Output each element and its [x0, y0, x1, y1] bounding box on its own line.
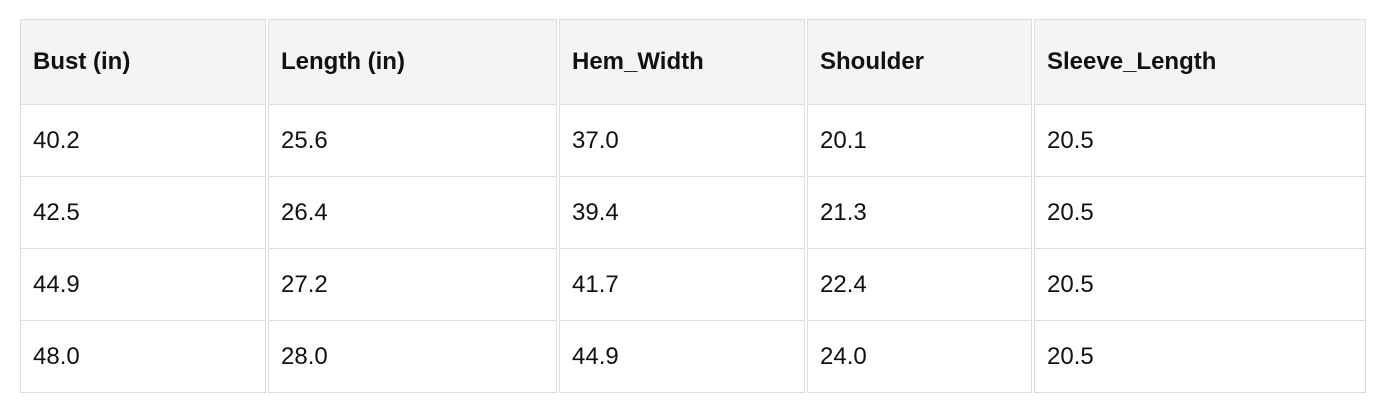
header-row: Bust (in) Length (in) Hem_Width Shoulder…: [20, 19, 1366, 105]
table-cell: 42.5: [20, 177, 266, 249]
table-cell: 20.5: [1034, 105, 1366, 177]
table-cell: 41.7: [559, 249, 805, 321]
header-length: Length (in): [268, 19, 557, 105]
table-row: 48.0 28.0 44.9 24.0 20.5: [20, 321, 1366, 393]
table-cell: 20.5: [1034, 249, 1366, 321]
table-cell: 22.4: [807, 249, 1032, 321]
table-cell: 44.9: [559, 321, 805, 393]
header-bust: Bust (in): [20, 19, 266, 105]
header-shoulder: Shoulder: [807, 19, 1032, 105]
table-cell: 28.0: [268, 321, 557, 393]
table-cell: 20.5: [1034, 177, 1366, 249]
table-cell: 39.4: [559, 177, 805, 249]
table-cell: 20.1: [807, 105, 1032, 177]
table-row: 40.2 25.6 37.0 20.1 20.5: [20, 105, 1366, 177]
table-cell: 21.3: [807, 177, 1032, 249]
header-hem-width: Hem_Width: [559, 19, 805, 105]
table-cell: 37.0: [559, 105, 805, 177]
table-cell: 44.9: [20, 249, 266, 321]
table-cell: 20.5: [1034, 321, 1366, 393]
table-cell: 48.0: [20, 321, 266, 393]
table-cell: 27.2: [268, 249, 557, 321]
table-cell: 40.2: [20, 105, 266, 177]
table-cell: 26.4: [268, 177, 557, 249]
table-cell: 25.6: [268, 105, 557, 177]
measurements-table: Bust (in) Length (in) Hem_Width Shoulder…: [18, 19, 1368, 393]
header-sleeve-length: Sleeve_Length: [1034, 19, 1366, 105]
table-row: 44.9 27.2 41.7 22.4 20.5: [20, 249, 1366, 321]
table-row: 42.5 26.4 39.4 21.3 20.5: [20, 177, 1366, 249]
table-cell: 24.0: [807, 321, 1032, 393]
